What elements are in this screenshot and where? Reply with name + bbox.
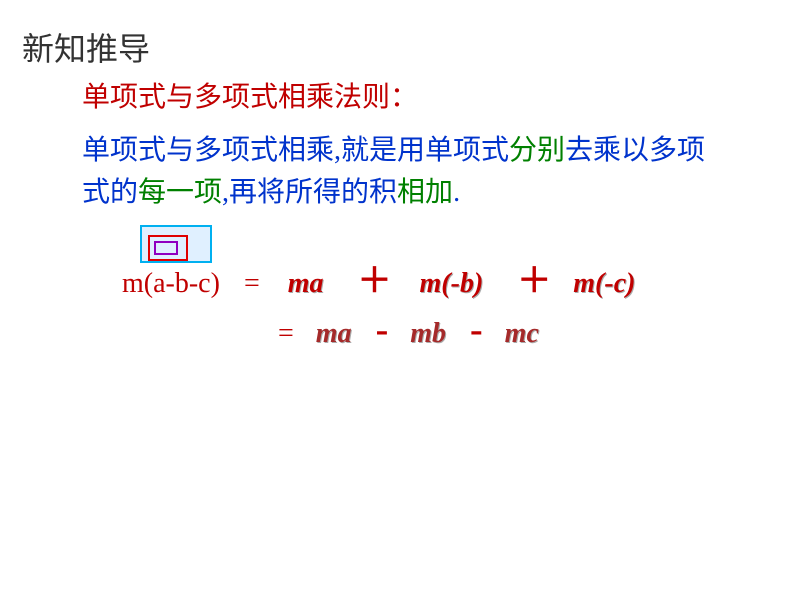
term-ma: ma xyxy=(288,268,324,299)
equation-line-2: = ma - mb - mc xyxy=(278,308,539,352)
minus-1: - xyxy=(376,309,389,351)
minus-2: - xyxy=(470,309,483,351)
plus-1: ＋ xyxy=(358,263,392,300)
term-m-neg-b: m(-b) xyxy=(420,268,484,299)
eq-sign-2: = xyxy=(278,318,294,349)
plus-2: ＋ xyxy=(517,263,551,300)
eq-sign-1: = xyxy=(244,268,260,299)
result-mb: mb xyxy=(410,318,446,349)
rule-body: 单项式与多项式相乘,就是用单项式分别去乘以多项式的每一项,再将所得的积相加. xyxy=(82,130,722,214)
term-m-neg-c: m(-c) xyxy=(573,268,635,299)
rule-p1a: 单项式与多项式相乘,就是用单项式 xyxy=(82,135,509,166)
eq-lhs: m(a-b-c) xyxy=(122,268,220,299)
equation-line-1: m(a-b-c) = ma ＋ m(-b) ＋ m(-c) xyxy=(122,253,635,302)
result-ma: ma xyxy=(316,318,352,349)
section-title: 新知推导 xyxy=(22,24,150,70)
rule-label: 单项式与多项式相乘法则： xyxy=(82,75,418,115)
rule-p1f: 相加 xyxy=(397,177,453,208)
rule-p1e: ,再将所得的积 xyxy=(222,177,397,208)
result-mc: mc xyxy=(505,318,539,349)
rule-p1b: 分别 xyxy=(509,135,565,166)
rule-p1g: . xyxy=(453,177,460,208)
rule-p1d: 每一项 xyxy=(138,177,222,208)
